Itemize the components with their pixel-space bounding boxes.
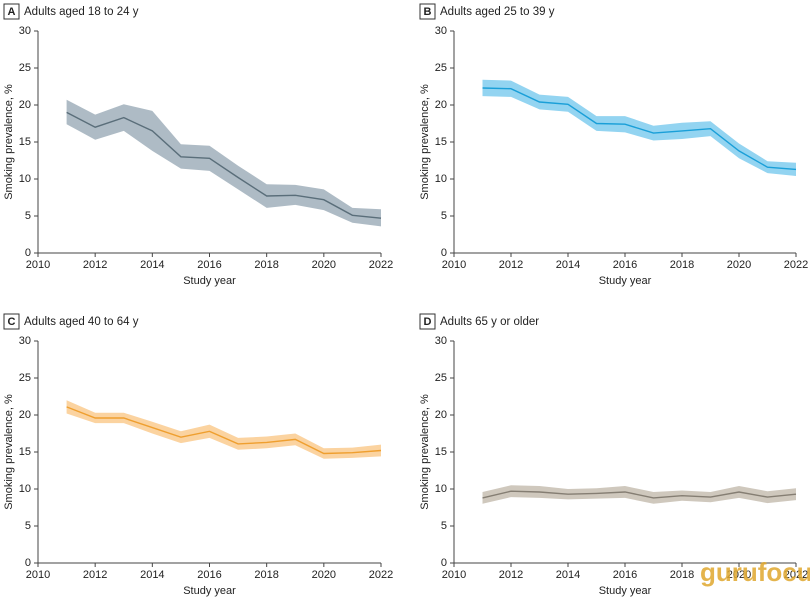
x-tick-label: 2018 (670, 569, 694, 581)
y-tick-label: 30 (435, 335, 447, 347)
y-axis-label: Smoking prevalence, % (3, 394, 15, 510)
y-tick-label: 25 (19, 62, 31, 74)
x-axis-label: Study year (599, 275, 652, 287)
x-tick-label: 2014 (140, 259, 164, 271)
y-tick-label: 10 (19, 483, 31, 495)
y-tick-label: 25 (19, 372, 31, 384)
panel-label: D (424, 316, 432, 328)
x-tick-label: 2022 (369, 259, 393, 271)
y-tick-label: 25 (435, 372, 447, 384)
x-tick-label: 2014 (556, 569, 580, 581)
y-tick-label: 15 (435, 136, 447, 148)
x-tick-label: 2012 (83, 259, 107, 271)
x-tick-label: 2020 (727, 569, 751, 581)
x-tick-label: 2020 (727, 259, 751, 271)
x-tick-label: 2010 (442, 569, 466, 581)
y-tick-label: 0 (441, 247, 447, 259)
confidence-band (66, 99, 381, 227)
series-line (482, 490, 797, 499)
x-tick-label: 2010 (442, 259, 466, 271)
y-tick-label: 30 (435, 25, 447, 37)
y-axis-label: Smoking prevalence, % (419, 394, 431, 510)
x-tick-label: 2022 (784, 569, 808, 581)
x-axis-label: Study year (599, 585, 652, 597)
y-tick-label: 25 (435, 62, 447, 74)
x-tick-label: 2012 (83, 569, 107, 581)
x-tick-label: 2014 (556, 259, 580, 271)
y-tick-label: 30 (19, 25, 31, 37)
x-axis-label: Study year (183, 275, 236, 287)
x-tick-label: 2016 (197, 259, 221, 271)
panel-label: A (8, 6, 16, 18)
x-tick-label: 2018 (254, 569, 278, 581)
y-tick-label: 0 (25, 557, 31, 569)
y-tick-label: 10 (435, 483, 447, 495)
y-tick-label: 20 (19, 409, 31, 421)
y-tick-label: 15 (19, 446, 31, 458)
x-tick-label: 2016 (613, 259, 637, 271)
x-tick-label: 2020 (312, 259, 336, 271)
y-tick-label: 5 (441, 520, 447, 532)
series-line (66, 111, 382, 219)
x-tick-label: 2014 (140, 569, 164, 581)
x-axis-label: Study year (183, 585, 236, 597)
panel-label-box (3, 3, 20, 20)
y-tick-label: 5 (441, 210, 447, 222)
series-line (66, 406, 382, 455)
panel-label-box (419, 3, 436, 20)
x-tick-label: 2022 (784, 259, 808, 271)
y-tick-label: 30 (19, 335, 31, 347)
y-tick-label: 0 (441, 557, 447, 569)
series-line (482, 87, 797, 171)
y-tick-label: 10 (435, 173, 447, 185)
panel-title: Adults aged 40 to 64 y (24, 316, 139, 328)
confidence-band (482, 79, 796, 176)
y-tick-label: 15 (435, 446, 447, 458)
y-tick-label: 5 (25, 210, 31, 222)
x-tick-label: 2018 (254, 259, 278, 271)
confidence-band (66, 400, 381, 459)
x-tick-label: 2010 (26, 569, 50, 581)
x-tick-label: 2010 (26, 259, 50, 271)
panel-label-box (419, 313, 436, 330)
y-tick-label: 15 (19, 136, 31, 148)
y-tick-label: 20 (19, 99, 31, 111)
x-tick-label: 2020 (312, 569, 336, 581)
y-axis-label: Smoking prevalence, % (3, 84, 15, 200)
y-tick-label: 5 (25, 520, 31, 532)
x-tick-label: 2012 (499, 569, 523, 581)
panel-title: Adults aged 25 to 39 y (440, 6, 555, 18)
y-axis-label: Smoking prevalence, % (419, 84, 431, 200)
panel-label: C (8, 316, 16, 328)
x-tick-label: 2022 (369, 569, 393, 581)
panel-title: Adults aged 18 to 24 y (24, 6, 139, 18)
x-tick-label: 2016 (197, 569, 221, 581)
y-tick-label: 10 (19, 173, 31, 185)
y-tick-label: 20 (435, 409, 447, 421)
x-tick-label: 2012 (499, 259, 523, 271)
panel-title: Adults 65 y or older (440, 316, 539, 328)
x-tick-label: 2018 (670, 259, 694, 271)
y-tick-label: 20 (435, 99, 447, 111)
x-tick-label: 2016 (613, 569, 637, 581)
panel-label-box (3, 313, 20, 330)
watermark: gurufocus (700, 557, 810, 587)
panel-label: B (424, 6, 432, 18)
y-tick-label: 0 (25, 247, 31, 259)
